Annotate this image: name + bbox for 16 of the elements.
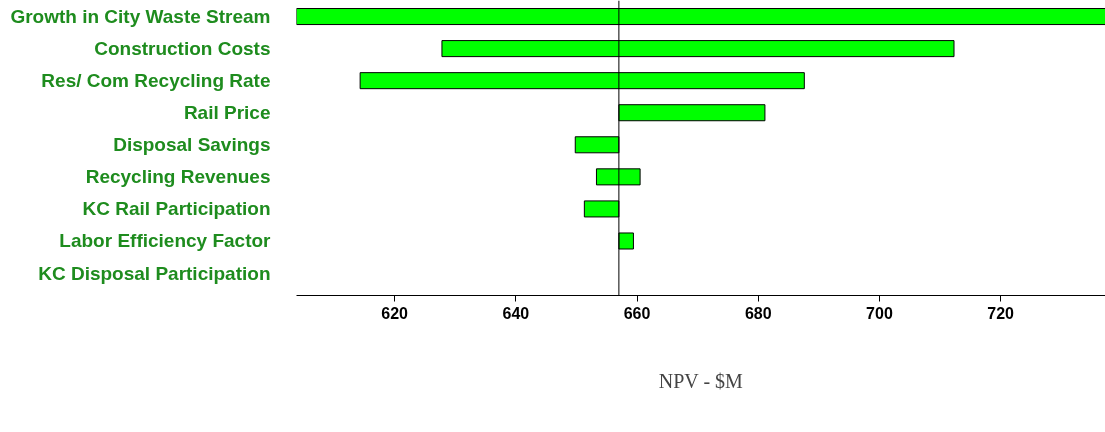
- y-tick-label: Rail Price: [183, 102, 271, 124]
- y-tick-label: KC Disposal Participation: [38, 262, 271, 284]
- x-tick-label: 660: [623, 304, 651, 322]
- x-tick-label: 720: [987, 304, 1015, 322]
- x-tick-label: 700: [866, 304, 893, 322]
- y-tick-label: Construction Costs: [94, 38, 271, 60]
- y-tick-label: Disposal Savings: [113, 134, 271, 156]
- y-tick-label: KC Rail Participation: [82, 198, 271, 220]
- y-tick-label: Recycling Revenues: [85, 166, 271, 188]
- x-axis-title: NPV - $M: [658, 369, 744, 392]
- x-tick-label: 640: [502, 304, 530, 322]
- x-tick-label: 680: [744, 304, 772, 322]
- y-tick-label: Growth in City Waste Stream: [10, 6, 271, 28]
- y-tick-label: Labor Efficiency Factor: [59, 230, 272, 252]
- y-tick-label: Res/ Com Recycling Rate: [41, 70, 271, 92]
- x-tick-label: 620: [381, 304, 409, 322]
